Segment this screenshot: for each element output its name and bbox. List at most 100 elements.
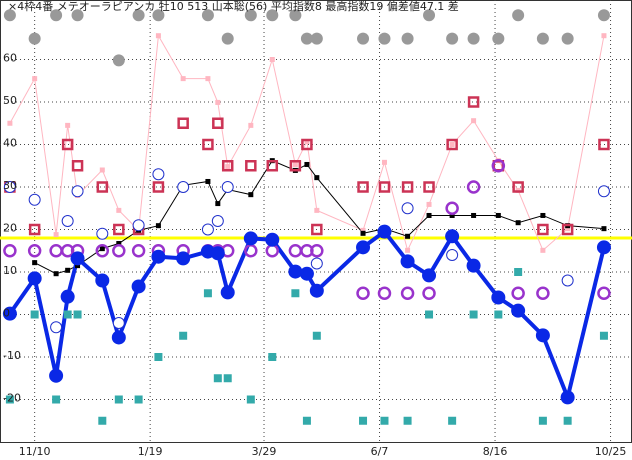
point xyxy=(357,181,369,193)
point xyxy=(561,274,574,287)
point xyxy=(292,161,298,167)
point xyxy=(176,251,191,266)
point xyxy=(131,279,146,294)
point xyxy=(446,32,459,45)
point xyxy=(561,223,574,236)
point xyxy=(378,32,391,45)
point xyxy=(401,202,414,215)
y-tick-label: 20 xyxy=(3,222,17,235)
point xyxy=(213,374,222,383)
point xyxy=(152,9,165,22)
point xyxy=(304,139,310,145)
point xyxy=(378,181,391,193)
point xyxy=(403,416,412,425)
point xyxy=(205,76,211,82)
point xyxy=(471,118,477,124)
point xyxy=(30,310,39,319)
point xyxy=(95,244,110,258)
point xyxy=(598,138,610,151)
y-tick-label: 10 xyxy=(3,264,17,277)
point xyxy=(70,251,85,266)
point xyxy=(377,286,392,300)
point xyxy=(494,310,503,319)
point xyxy=(357,32,370,45)
point xyxy=(471,212,477,218)
point xyxy=(246,395,255,404)
point xyxy=(212,117,224,129)
point xyxy=(152,181,165,193)
point xyxy=(75,263,81,269)
point xyxy=(467,32,480,45)
point xyxy=(449,142,455,147)
point xyxy=(60,289,75,304)
point xyxy=(289,9,302,22)
point xyxy=(73,310,82,319)
point xyxy=(445,201,459,215)
point xyxy=(492,32,505,45)
point xyxy=(201,9,214,22)
point xyxy=(27,271,42,286)
point xyxy=(405,233,411,239)
y-tick-label: -20 xyxy=(3,392,21,405)
point xyxy=(310,32,323,45)
point xyxy=(95,273,110,288)
point xyxy=(400,254,415,269)
point xyxy=(561,32,574,45)
point xyxy=(248,122,254,128)
point xyxy=(360,230,366,236)
point xyxy=(466,180,481,194)
point xyxy=(597,185,610,198)
y-tick-label: -10 xyxy=(3,349,21,362)
point xyxy=(111,330,126,345)
point xyxy=(96,181,109,193)
point xyxy=(205,178,211,184)
point xyxy=(99,167,105,173)
point xyxy=(423,9,436,22)
point xyxy=(422,268,437,283)
point xyxy=(266,160,279,172)
point xyxy=(49,368,64,383)
point xyxy=(312,331,321,340)
point xyxy=(269,57,275,62)
point xyxy=(2,306,17,321)
point xyxy=(225,164,231,170)
point xyxy=(223,374,232,383)
point xyxy=(491,159,506,173)
point xyxy=(155,33,161,39)
point xyxy=(50,321,63,334)
point xyxy=(63,310,72,319)
y-tick-label: 50 xyxy=(3,94,17,107)
point xyxy=(98,416,107,425)
point xyxy=(540,212,546,218)
point xyxy=(220,285,235,300)
point xyxy=(538,416,547,425)
point xyxy=(65,267,71,273)
point xyxy=(221,181,234,193)
point xyxy=(426,201,432,207)
point xyxy=(377,224,392,239)
x-tick-label: 3/29 xyxy=(252,445,277,458)
y-tick-label: 0 xyxy=(3,307,10,320)
point xyxy=(359,416,368,425)
point xyxy=(248,192,254,198)
x-tick-label: 10/25 xyxy=(595,445,627,458)
point xyxy=(99,246,105,252)
point xyxy=(400,286,415,300)
point xyxy=(495,212,501,218)
point xyxy=(515,220,521,226)
point xyxy=(53,232,59,238)
point xyxy=(291,289,300,298)
point xyxy=(71,185,84,198)
point xyxy=(154,353,163,361)
point xyxy=(311,223,323,236)
point xyxy=(112,317,125,329)
point xyxy=(597,286,611,300)
point xyxy=(179,331,188,340)
point xyxy=(401,181,414,193)
x-tick-label: 8/16 xyxy=(483,445,508,458)
point xyxy=(221,160,234,172)
point xyxy=(96,227,109,240)
point xyxy=(113,223,125,236)
point xyxy=(52,395,61,404)
